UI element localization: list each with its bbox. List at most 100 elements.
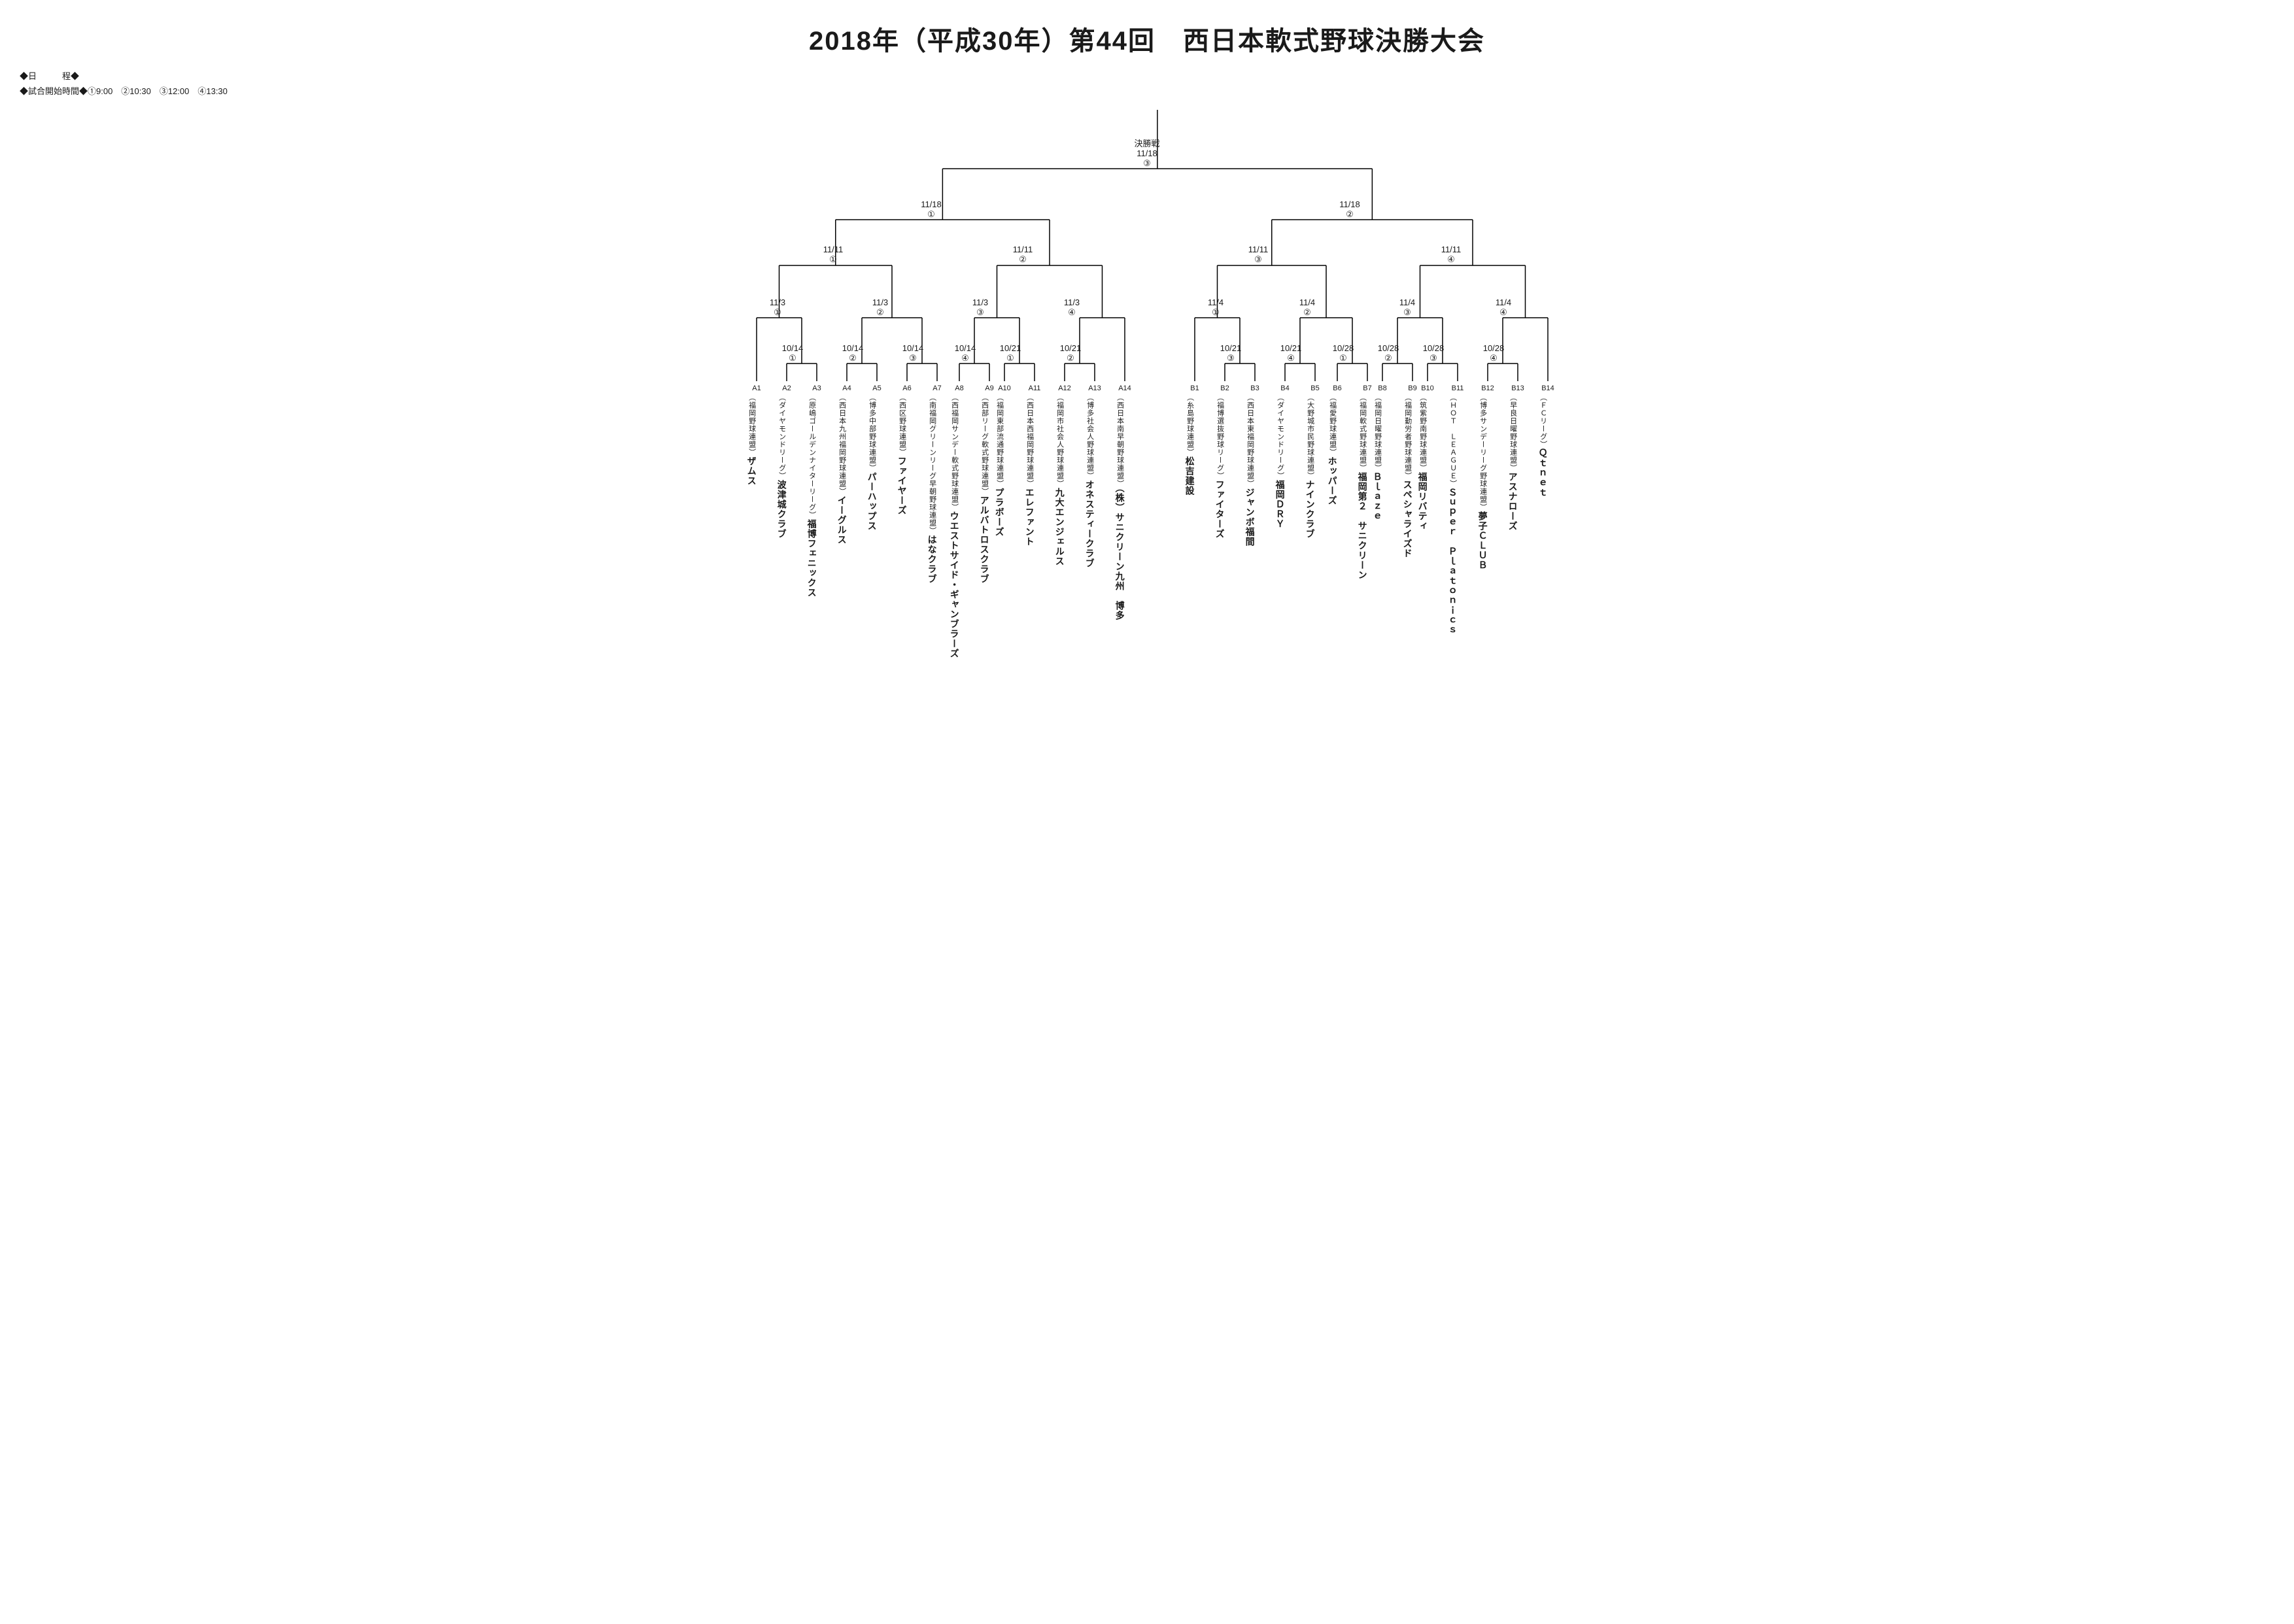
match-label: 11/11①: [810, 245, 856, 265]
team-affiliation: （福愛野球連盟）: [1329, 394, 1337, 456]
team-affiliation: （福岡軟式野球連盟）: [1359, 394, 1367, 472]
schedule-label: ◆日 程◆: [20, 69, 2274, 82]
team-affiliation: （西日本南早朝野球連盟）: [1116, 394, 1124, 488]
team-affiliation: （ＦＣリーグ）: [1539, 394, 1547, 448]
team-affiliation: （ＨＯＴ ＬＥＡＧＵＥ）: [1449, 394, 1457, 488]
team: A14 （西日本南早朝野球連盟）（株）サニクリーン九州 博多: [1113, 384, 1137, 624]
match-label: 10/28①: [1320, 344, 1366, 364]
team-name: （福岡市社会人野球連盟）九大エンジェルス: [1053, 394, 1066, 566]
team-affiliation: （筑紫野南野球連盟）: [1419, 394, 1427, 472]
team-name: （西日本西福岡野球連盟）エレファント: [1023, 394, 1036, 547]
match-label: 10/28②: [1365, 344, 1411, 364]
team-affiliation: （西部リーグ軟式野球連盟）: [981, 394, 989, 496]
team-name: （福岡野球連盟）ザムス: [745, 394, 758, 486]
team-name: （福博選抜野球リーグ）ファイターズ: [1213, 394, 1226, 539]
team-code: B1: [1183, 384, 1207, 392]
team-code: A13: [1083, 384, 1106, 392]
match-label: 11/18②: [1327, 200, 1373, 220]
team-affiliation: （早良日曜野球連盟）: [1509, 394, 1517, 472]
team-code: B14: [1536, 384, 1560, 392]
team-affiliation: （糸島野球連盟）: [1186, 394, 1194, 456]
team-affiliation: （博多サンデーリーグ野球連盟）: [1479, 394, 1487, 511]
team-affiliation: （福岡市社会人野球連盟）: [1056, 394, 1064, 488]
team: A8 （西福岡サンデー軟式野球連盟）ウエストサイド・ギャンブラーズ: [948, 384, 971, 662]
team-name: （ダイヤモンドリーグ）福岡ＤＲＹ: [1273, 394, 1286, 529]
match-label: 11/11②: [1000, 245, 1046, 265]
team: A11 （西日本西福岡野球連盟）エレファント: [1023, 384, 1046, 550]
team-code: B4: [1273, 384, 1297, 392]
match-label: 10/14④: [942, 344, 988, 364]
team-name: （西部リーグ軟式野球連盟）アルバトロスクラブ: [978, 394, 991, 584]
match-label: 11/4②: [1284, 298, 1330, 318]
team-affiliation: （福博選抜野球リーグ）: [1216, 394, 1224, 480]
team-affiliation: （西区野球連盟）: [899, 394, 906, 456]
match-label: 10/21③: [1208, 344, 1254, 364]
team-code: A4: [835, 384, 859, 392]
team-name: （早良日曜野球連盟）アスナローズ: [1506, 394, 1519, 531]
team-code: A2: [775, 384, 798, 392]
match-label: 11/11④: [1428, 245, 1474, 265]
team-affiliation: （福岡東部流通野球連盟）: [996, 394, 1004, 488]
team-affiliation: （西福岡サンデー軟式野球連盟）: [951, 394, 959, 511]
match-label: 10/21①: [987, 344, 1033, 364]
team-name: （糸島野球連盟）松吉建設: [1183, 394, 1196, 496]
team-code: A1: [745, 384, 768, 392]
team-code: A14: [1113, 384, 1137, 392]
team-affiliation: （博多社会人野球連盟）: [1086, 394, 1094, 480]
team-name: （ＨＯＴ ＬＥＡＧＵＥ）Ｓｕｐｅｒ Ｐｌａｔｏｎｉｃｓ: [1446, 394, 1459, 635]
team-affiliation: （西日本西福岡野球連盟）: [1026, 394, 1034, 488]
team-name: （福岡東部流通野球連盟）プラボーズ: [993, 394, 1006, 537]
team-code: B5: [1303, 384, 1327, 392]
team: B10 （筑紫野南野球連盟）福岡リバティ: [1416, 384, 1439, 534]
team-name: （博多サンデーリーグ野球連盟）夢子ＣＬＵＢ: [1476, 394, 1489, 570]
team-name: （ダイヤモンドリーグ）波津城クラブ: [775, 394, 788, 539]
team-name: （福岡日曜野球連盟）Ｂｌａｚｅ: [1371, 394, 1384, 521]
team: B1 （糸島野球連盟）松吉建設: [1183, 384, 1207, 499]
team-name: （ＦＣリーグ）Ｑｔｎｅｔ: [1536, 394, 1549, 498]
team-name: （原嶋ゴールデンナイターリーグ）福博フェニックス: [805, 394, 818, 598]
team-code: A12: [1053, 384, 1076, 392]
team-code: B8: [1371, 384, 1394, 392]
match-label: 11/18①: [908, 200, 954, 220]
team-affiliation: （博多中部野球連盟）: [868, 394, 876, 472]
team: B14 （ＦＣリーグ）Ｑｔｎｅｔ: [1536, 384, 1560, 501]
match-label: 11/3④: [1049, 298, 1095, 318]
team-name: （西区野球連盟）ファイヤーズ: [895, 394, 908, 515]
team-name: （筑紫野南野球連盟）福岡リバティ: [1416, 394, 1429, 531]
match-label: 10/21②: [1048, 344, 1093, 364]
page-title: 2018年（平成30年）第44回 西日本軟式野球決勝大会: [20, 20, 2274, 58]
team-code: B6: [1326, 384, 1349, 392]
tournament-bracket: 決勝戦11/18③ 11/18① 11/18② 11/11① 11/11② 11/11③ 1…: [722, 103, 1572, 639]
team: B12（博多サンデーリーグ野球連盟）夢子ＣＬＵＢ: [1476, 384, 1499, 573]
match-label: 11/4④: [1481, 298, 1526, 318]
team-code: A11: [1023, 384, 1046, 392]
team-name: （西福岡サンデー軟式野球連盟）ウエストサイド・ギャンブラーズ: [948, 394, 961, 658]
team-code: A10: [993, 384, 1016, 392]
team: B2（福博選抜野球リーグ）ファイターズ: [1213, 384, 1237, 542]
team-affiliation: （西日本東福岡野球連盟）: [1246, 394, 1254, 488]
team-affiliation: （大野城市民野球連盟）: [1307, 394, 1314, 480]
team-name: （大野城市民野球連盟）ナインクラブ: [1303, 394, 1316, 539]
team: B3（西日本東福岡野球連盟）ジャンボ福間: [1243, 384, 1267, 550]
team: A1 （福岡野球連盟）ザムス: [745, 384, 768, 489]
team-code: B13: [1506, 384, 1530, 392]
team: B4 （ダイヤモンドリーグ）福岡ＤＲＹ: [1273, 384, 1297, 532]
match-label: 11/4①: [1193, 298, 1239, 318]
match-label: 決勝戦11/18③: [1124, 139, 1170, 169]
team-affiliation: （南福岡グリーンリーグ早朝野球連盟）: [929, 394, 936, 535]
team: B5 （大野城市民野球連盟）ナインクラブ: [1303, 384, 1327, 542]
match-label: 11/11③: [1235, 245, 1281, 265]
match-label: 10/14①: [770, 344, 815, 364]
team-name: （西日本南早朝野球連盟）（株）サニクリーン九州 博多: [1113, 394, 1126, 620]
team-code: B10: [1416, 384, 1439, 392]
team: A6 （西区野球連盟）ファイヤーズ: [895, 384, 919, 518]
team-code: B11: [1446, 384, 1469, 392]
team-name: （西日本東福岡野球連盟）ジャンボ福間: [1243, 394, 1256, 547]
team-code: A7: [925, 384, 949, 392]
team-code: A8: [948, 384, 971, 392]
team-code: A6: [895, 384, 919, 392]
team-affiliation: （福岡野球連盟）: [748, 394, 756, 456]
team-affiliation: （西日本九州福岡野球連盟）: [838, 394, 846, 496]
match-label: 11/3③: [957, 298, 1003, 318]
team-name: （博多中部野球連盟）パーハップス: [865, 394, 878, 531]
